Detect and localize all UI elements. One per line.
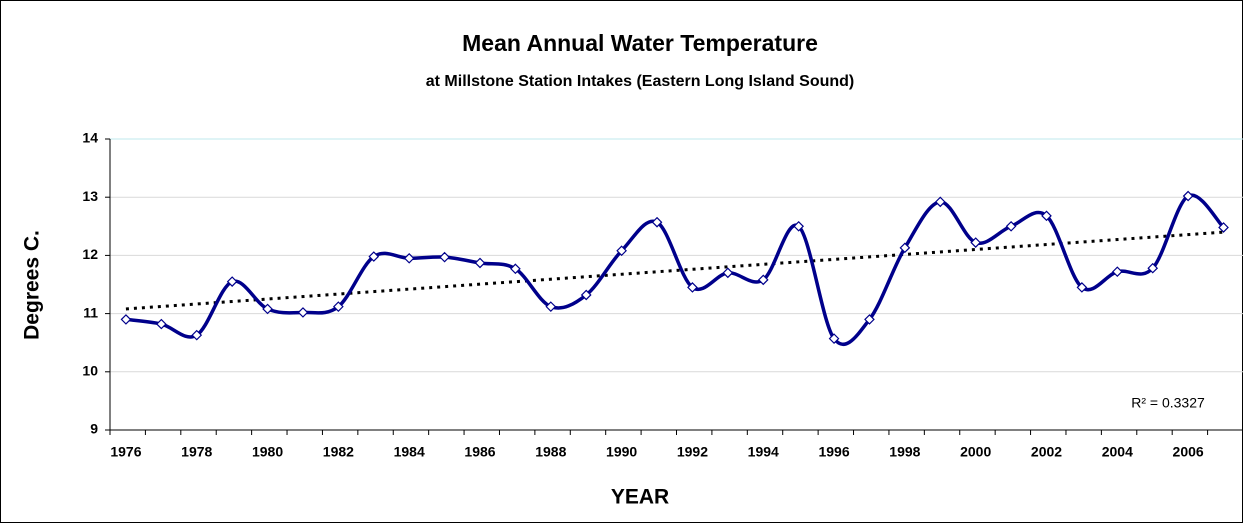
x-tick-label: 1986 xyxy=(464,444,495,460)
data-point xyxy=(580,289,592,301)
y-tick-label: 13 xyxy=(82,188,98,204)
x-tick-label: 1978 xyxy=(181,444,212,460)
data-point xyxy=(687,282,698,293)
x-tick-label: 1998 xyxy=(889,444,920,460)
y-tick-label: 12 xyxy=(82,246,98,262)
x-tick-label: 1980 xyxy=(252,444,283,460)
y-tick-label: 10 xyxy=(82,363,98,379)
data-point xyxy=(1076,282,1088,293)
data-point xyxy=(864,314,875,325)
data-point xyxy=(297,307,309,318)
data-point xyxy=(474,257,486,269)
x-tick-label: 1976 xyxy=(110,444,141,460)
data-point xyxy=(1147,262,1159,274)
y-tick-label: 14 xyxy=(82,130,98,146)
x-tick-label: 1988 xyxy=(535,444,566,460)
data-point xyxy=(757,274,769,286)
data-point xyxy=(191,329,203,341)
y-axis-label: Degrees C. xyxy=(21,230,44,340)
y-tick-label: 9 xyxy=(90,421,98,437)
data-point xyxy=(333,301,344,312)
chart-subtitle: at Millstone Station Intakes (Eastern Lo… xyxy=(426,73,854,90)
x-tick-label: 1994 xyxy=(748,444,779,460)
data-point xyxy=(155,318,167,330)
data-point xyxy=(439,251,450,263)
data-point xyxy=(226,276,238,287)
x-tick-label: 2004 xyxy=(1102,444,1133,460)
x-tick-label: 1996 xyxy=(818,444,849,460)
data-point xyxy=(828,333,840,344)
data-point xyxy=(510,263,521,275)
x-tick-label: 1990 xyxy=(606,444,637,460)
r-squared-label: R² = 0.3327 xyxy=(1131,395,1205,411)
x-tick-label: 1982 xyxy=(323,444,354,460)
data-point xyxy=(368,251,380,262)
data-point xyxy=(1005,220,1017,232)
data-point xyxy=(970,237,982,248)
data-point xyxy=(793,220,805,232)
x-tick-label: 1984 xyxy=(394,444,425,460)
data-point xyxy=(262,303,273,315)
data-point xyxy=(934,196,946,208)
data-point xyxy=(1041,210,1052,222)
data-point xyxy=(403,252,415,264)
data-point xyxy=(722,267,734,279)
data-point xyxy=(616,245,627,257)
chart-title: Mean Annual Water Temperature xyxy=(462,30,818,56)
data-point xyxy=(651,216,663,228)
data-point xyxy=(1218,222,1229,233)
x-tick-label: 2002 xyxy=(1031,444,1062,460)
data-point xyxy=(545,301,557,312)
x-tick-label: 2006 xyxy=(1173,444,1204,460)
data-point xyxy=(120,314,132,325)
x-tick-label: 2000 xyxy=(960,444,991,460)
x-tick-label: 1992 xyxy=(677,444,708,460)
y-tick-label: 11 xyxy=(83,304,98,320)
data-point xyxy=(1111,266,1123,278)
data-point xyxy=(899,242,911,254)
data-point xyxy=(1182,190,1194,202)
x-axis-label: YEAR xyxy=(611,486,669,509)
